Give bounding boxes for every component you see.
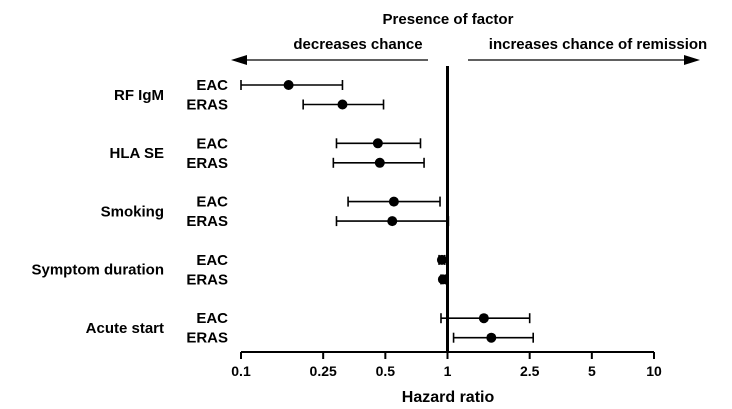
- right-arrow-label: increases chance of remission: [489, 36, 707, 53]
- cohort-label: ERAS: [186, 330, 228, 347]
- right-arrow-head: [684, 55, 700, 65]
- hr-point: [387, 216, 398, 227]
- factor-label: HLA SE: [110, 145, 164, 162]
- cohort-label: ERAS: [186, 155, 228, 172]
- cohort-label: ERAS: [186, 271, 228, 288]
- hr-point: [478, 313, 489, 324]
- hr-point: [486, 332, 497, 343]
- cohort-label: EAC: [196, 77, 228, 94]
- x-axis-label: Hazard ratio: [402, 389, 495, 406]
- factor-label: Smoking: [101, 203, 164, 220]
- header-title: Presence of factor: [383, 11, 514, 28]
- factor-label: Acute start: [86, 320, 164, 337]
- cohort-label: ERAS: [186, 97, 228, 114]
- hr-point: [388, 196, 399, 207]
- plot-marks: 0.1 0.25 0.5 1 2.5 5 10 RF IgM EAC ERAS HLA SE EAC E…: [31, 55, 700, 379]
- left-arrow-label: decreases chance: [293, 36, 422, 53]
- x-tick-label: 0.5: [376, 363, 396, 379]
- hr-point: [337, 99, 348, 110]
- x-tick-label: 1: [444, 363, 452, 379]
- x-tick-label: 10: [646, 363, 662, 379]
- cohort-label: EAC: [196, 310, 228, 327]
- x-tick-label: 0.25: [310, 363, 337, 379]
- hr-point: [283, 80, 294, 90]
- x-tick-label: 2.5: [520, 363, 540, 379]
- factor-label: Symptom duration: [31, 262, 164, 279]
- hr-point: [372, 138, 383, 149]
- cohort-label: EAC: [196, 252, 228, 269]
- cohort-label: ERAS: [186, 213, 228, 230]
- cohort-label: EAC: [196, 135, 228, 152]
- left-arrow-head: [231, 55, 247, 65]
- hr-point: [436, 254, 447, 265]
- hr-point: [374, 157, 385, 168]
- factor-label: RF IgM: [114, 87, 164, 104]
- x-tick-label: 0.1: [231, 363, 251, 379]
- hr-point: [437, 274, 448, 285]
- cohort-label: EAC: [196, 194, 228, 211]
- x-tick-label: 5: [588, 363, 596, 379]
